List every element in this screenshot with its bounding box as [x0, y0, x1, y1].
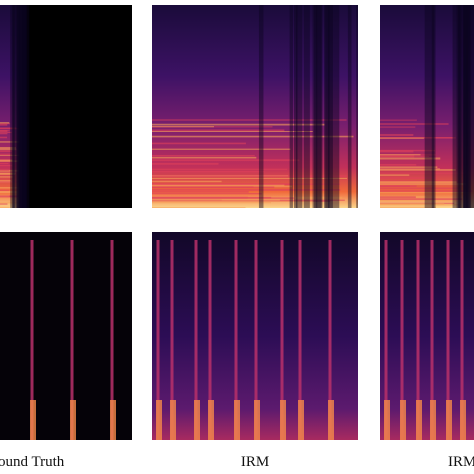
texture-stroke: [466, 5, 474, 208]
texture-stroke: [400, 400, 406, 440]
texture-stroke: [170, 400, 176, 440]
texture-stroke: [254, 400, 260, 440]
texture-stroke: [280, 240, 284, 440]
texture: [0, 5, 474, 440]
panel-label: ound Truth: [0, 454, 65, 470]
texture-stroke: [170, 240, 174, 440]
texture-stroke: [234, 240, 238, 440]
texture-stroke: [327, 5, 333, 208]
texture-stroke: [30, 240, 34, 440]
texture-stroke: [194, 400, 200, 440]
texture-stroke: [347, 5, 352, 208]
texture-stroke: [384, 400, 390, 440]
texture-stroke: [70, 400, 76, 440]
texture-stroke: [430, 240, 434, 440]
texture-stroke: [314, 5, 318, 208]
panel: [380, 232, 474, 440]
texture-stroke: [30, 400, 36, 440]
panel-spectrum: [0, 5, 22, 208]
texture-stroke: [258, 5, 264, 208]
texture-stroke: [416, 240, 420, 440]
texture-stroke: [208, 240, 212, 440]
texture-stroke: [110, 400, 116, 440]
texture-stroke: [384, 240, 388, 440]
texture-stroke: [316, 5, 323, 208]
texture-stroke: [18, 5, 25, 208]
texture-stroke: [11, 5, 19, 208]
texture-stroke: [464, 5, 470, 208]
texture-stroke: [17, 5, 25, 208]
panel-label: IRM: [241, 454, 269, 470]
texture-stroke: [466, 5, 470, 208]
texture-stroke: [19, 5, 27, 208]
texture-stroke: [280, 400, 286, 440]
texture-stroke: [289, 5, 293, 208]
texture-stroke: [456, 5, 462, 208]
texture-stroke: [431, 5, 436, 208]
texture-stroke: [12, 5, 16, 208]
texture-stroke: [329, 5, 340, 208]
texture-stroke: [312, 5, 322, 208]
texture-stroke: [16, 5, 27, 208]
texture-stroke: [458, 5, 468, 208]
texture-stroke: [298, 240, 302, 440]
texture-stroke: [21, 5, 26, 208]
texture-stroke: [416, 400, 422, 440]
texture-stroke: [21, 5, 25, 208]
texture-stroke: [446, 240, 450, 440]
texture-stroke: [446, 400, 452, 440]
texture-stroke: [400, 240, 404, 440]
texture-stroke: [463, 5, 468, 208]
texture-stroke: [254, 240, 258, 440]
texture-stroke: [424, 5, 435, 208]
texture-stroke: [15, 5, 25, 208]
panel: [152, 5, 358, 208]
texture-stroke: [458, 5, 462, 208]
texture-stroke: [10, 5, 15, 208]
texture-stroke: [19, 5, 23, 208]
texture-stroke: [208, 400, 214, 440]
texture-stroke: [156, 240, 160, 440]
texture-stroke: [20, 5, 28, 208]
texture-stroke: [328, 240, 332, 440]
texture-stroke: [356, 5, 358, 208]
texture-stroke: [298, 400, 304, 440]
panel: [380, 5, 474, 208]
texture-stroke: [303, 5, 310, 208]
texture-stroke: [293, 5, 298, 208]
texture-stroke: [325, 5, 330, 208]
texture-stroke: [430, 400, 436, 440]
texture-stroke: [469, 5, 474, 208]
texture-stroke: [468, 5, 472, 208]
texture-stroke: [295, 5, 303, 208]
texture-stroke: [460, 240, 464, 440]
texture-stroke: [70, 240, 74, 440]
texture-stroke: [156, 400, 162, 440]
texture-stroke: [234, 400, 240, 440]
texture-stroke: [17, 5, 21, 208]
texture-stroke: [462, 5, 466, 208]
texture-stroke: [20, 5, 30, 208]
texture-stroke: [110, 240, 114, 440]
texture-stroke: [328, 400, 334, 440]
texture-stroke: [460, 400, 466, 440]
panel-label: IRM: [448, 454, 474, 470]
texture-stroke: [462, 5, 470, 208]
texture-stroke: [324, 5, 330, 208]
texture-stroke: [194, 240, 198, 440]
texture-stroke: [452, 5, 460, 208]
